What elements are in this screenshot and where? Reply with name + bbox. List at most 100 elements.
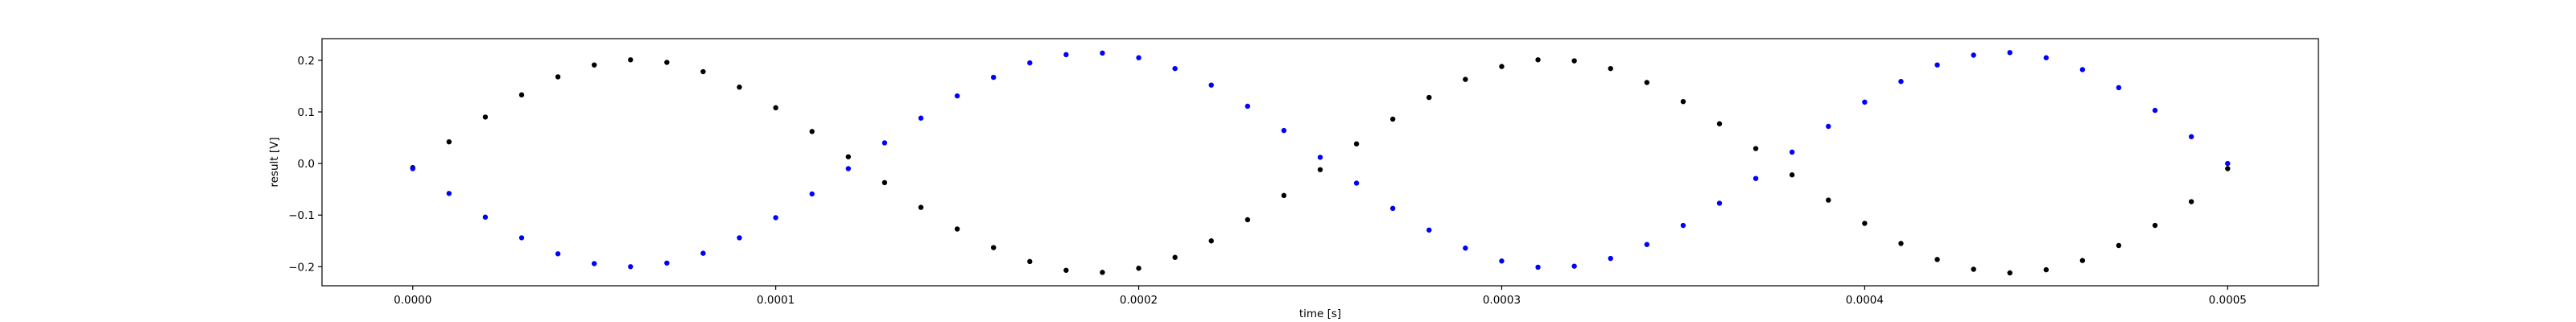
data-point <box>1716 121 1723 126</box>
data-point <box>1245 103 1251 109</box>
data-point <box>1789 149 1795 155</box>
data-point <box>628 264 634 270</box>
data-point <box>1971 266 1976 272</box>
data-point <box>1426 227 1432 233</box>
data-point <box>555 251 561 257</box>
data-point <box>845 154 852 159</box>
x-tick-label: 0.0003 <box>1483 294 1521 307</box>
data-point <box>1644 242 1650 247</box>
data-point <box>1789 172 1795 178</box>
x-tick-label: 0.0005 <box>2209 294 2247 307</box>
data-point <box>446 138 452 145</box>
data-point <box>954 93 960 99</box>
y-axis: −0.2 −0.1 0.0 0.1 0.2 <box>288 55 322 274</box>
y-tick-label: 0.0 <box>298 158 315 171</box>
data-point <box>2152 107 2158 114</box>
data-point <box>1389 116 1396 122</box>
plot-area <box>410 50 2231 276</box>
data-point <box>1752 146 1759 151</box>
data-point <box>628 57 634 63</box>
data-point <box>1063 267 1069 273</box>
y-tick-label: −0.2 <box>288 261 315 274</box>
data-point <box>918 115 924 121</box>
data-point <box>918 204 924 210</box>
data-point <box>1826 123 1831 130</box>
series-2 <box>410 50 2231 270</box>
data-point <box>1027 258 1033 265</box>
data-point <box>1353 141 1360 147</box>
data-point <box>2188 199 2194 204</box>
data-point <box>2116 85 2122 91</box>
data-point <box>482 214 489 220</box>
data-point <box>2043 55 2050 60</box>
data-point <box>1208 238 1214 244</box>
x-tick-label: 0.0001 <box>757 294 795 307</box>
data-point <box>773 105 778 111</box>
data-point <box>1898 78 1904 85</box>
data-point <box>1752 175 1759 181</box>
data-point <box>1862 221 1868 226</box>
data-point <box>1934 62 1940 68</box>
data-point <box>1862 99 1868 105</box>
data-point <box>2043 266 2050 273</box>
data-point <box>1826 197 1831 203</box>
data-point <box>1898 241 1904 246</box>
data-point <box>664 60 670 65</box>
data-point <box>1571 263 1577 269</box>
x-tick-label: 0.0002 <box>1120 294 1158 307</box>
y-tick-label: 0.2 <box>298 55 315 68</box>
data-point <box>1281 192 1287 199</box>
y-axis-label: result [V] <box>268 137 281 187</box>
data-point <box>2188 134 2194 139</box>
data-point <box>2007 270 2013 276</box>
data-point <box>518 92 525 98</box>
x-axis-label: time [s] <box>1299 308 1341 320</box>
data-point <box>1136 266 1141 271</box>
data-point <box>881 140 888 146</box>
data-point <box>1499 64 1505 69</box>
data-point <box>1172 254 1178 260</box>
data-point <box>990 245 997 250</box>
data-point <box>591 62 597 68</box>
data-point <box>700 68 706 75</box>
data-point <box>1608 255 1613 262</box>
data-point <box>1426 94 1432 101</box>
x-tick-label: 0.0000 <box>394 294 431 307</box>
data-point <box>2225 166 2231 171</box>
series-1 <box>410 57 2231 276</box>
data-point <box>773 215 778 221</box>
data-point <box>1608 65 1613 72</box>
data-point <box>845 166 852 171</box>
data-point <box>1463 246 1468 251</box>
y-tick-label: 0.1 <box>298 106 315 119</box>
data-point <box>446 191 452 196</box>
x-axis: 0.0000 0.0001 0.0002 0.0003 0.0004 0.0005 <box>394 286 2247 307</box>
data-point <box>1136 55 1141 60</box>
data-point <box>2152 222 2158 229</box>
data-point <box>737 85 742 90</box>
data-point <box>1063 52 1069 58</box>
data-point <box>518 235 525 241</box>
data-point <box>410 166 415 171</box>
data-point <box>1571 58 1577 64</box>
data-point <box>1499 258 1505 264</box>
data-point <box>1535 57 1541 63</box>
data-point <box>2079 258 2086 263</box>
data-point <box>990 74 997 80</box>
data-point <box>700 250 706 256</box>
data-point <box>1971 52 1976 58</box>
data-point <box>881 180 888 186</box>
data-point <box>954 226 960 232</box>
data-point <box>2225 160 2231 167</box>
x-tick-label: 0.0004 <box>1846 294 1884 307</box>
data-point <box>809 129 815 134</box>
data-point <box>1680 98 1686 105</box>
data-point <box>2079 67 2086 72</box>
data-point <box>1100 50 1105 56</box>
data-point <box>1281 127 1287 134</box>
y-tick-label: −0.1 <box>288 209 315 222</box>
data-point <box>555 74 561 80</box>
data-point <box>2116 242 2122 249</box>
